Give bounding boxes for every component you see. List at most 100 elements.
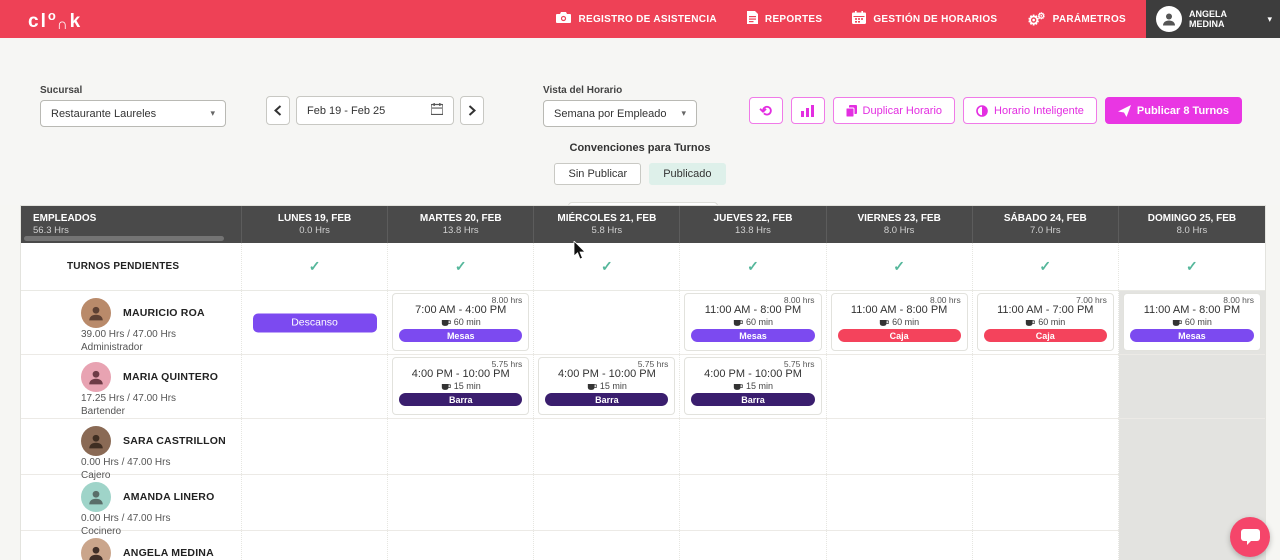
shift-cell-tue[interactable]: 8.00 hrs 7:00 AM - 4:00 PM 60 min Mesas — [388, 291, 535, 354]
shift-card[interactable]: 5.75 hrs 4:00 PM - 10:00 PM 15 min Barra — [538, 357, 676, 415]
chevron-down-icon: ▾ — [1267, 13, 1272, 24]
shift-cell-wed[interactable] — [534, 531, 681, 560]
shift-cell-thu[interactable]: 8.00 hrs 11:00 AM - 8:00 PM 60 min Mesas — [680, 291, 827, 354]
user-avatar — [1156, 6, 1182, 32]
smart-schedule-icon — [976, 104, 988, 117]
date-range-field[interactable]: Feb 19 - Feb 25 — [296, 96, 454, 125]
shift-cell-thu[interactable] — [680, 419, 827, 482]
nav-item-reportes[interactable]: REPORTES — [746, 11, 822, 27]
nav-item-parametros[interactable]: ⚙⚙ PARÁMETROS — [1027, 10, 1126, 28]
check-icon[interactable]: ✓ — [893, 258, 905, 274]
employee-row-mauricio-roa: MAURICIO ROA 39.00 Hrs / 47.00 Hrs Admin… — [21, 291, 1265, 355]
shift-cell-sat[interactable] — [973, 419, 1119, 482]
shift-cell-sun[interactable] — [1118, 419, 1265, 482]
shift-cell-mon[interactable] — [242, 531, 389, 560]
sucursal-group: Sucursal Restaurante Laureles ▾ — [40, 85, 226, 127]
shift-cell-fri[interactable] — [827, 531, 973, 560]
employee-info-cell[interactable]: AMANDA LINERO 0.00 Hrs / 47.00 Hrs Cocin… — [21, 475, 242, 538]
shift-cell-thu[interactable] — [680, 475, 827, 538]
legend-publicado[interactable]: Publicado — [649, 163, 726, 185]
shift-cell-mon[interactable] — [242, 419, 389, 482]
report-icon — [746, 11, 758, 27]
caret-down-icon: ▾ — [210, 108, 215, 118]
user-menu[interactable]: ANGELA MEDINA ▾ — [1146, 0, 1280, 38]
shift-card[interactable]: 5.75 hrs 4:00 PM - 10:00 PM 15 min Barra — [684, 357, 822, 415]
shift-card[interactable]: 5.75 hrs 4:00 PM - 10:00 PM 15 min Barra — [392, 357, 530, 415]
shift-cell-tue[interactable] — [388, 475, 535, 538]
legend-sin-publicar[interactable]: Sin Publicar — [554, 163, 642, 185]
header-jueves: JUEVES 22, FEB 13.8 Hrs — [680, 206, 827, 243]
header-sabado: SÁBADO 24, FEB 7.0 Hrs — [973, 206, 1119, 243]
employee-info-cell[interactable]: MAURICIO ROA 39.00 Hrs / 47.00 Hrs Admin… — [21, 291, 242, 354]
check-icon[interactable]: ✓ — [1186, 258, 1198, 274]
shift-cell-sat[interactable] — [973, 355, 1119, 418]
shift-card[interactable]: 8.00 hrs 11:00 AM - 8:00 PM 60 min Caja — [830, 293, 968, 351]
employee-info-cell[interactable]: SARA CASTRILLON 0.00 Hrs / 47.00 Hrs Caj… — [21, 419, 242, 482]
shift-card[interactable]: 8.00 hrs 11:00 AM - 8:00 PM 60 min Mesas — [684, 293, 822, 351]
shift-cell-fri[interactable] — [827, 419, 973, 482]
chat-launcher-button[interactable] — [1230, 517, 1270, 557]
horizontal-scrollbar[interactable] — [24, 236, 224, 241]
duplicar-horario-button[interactable]: Duplicar Horario — [832, 97, 956, 124]
shift-cell-fri[interactable]: 8.00 hrs 11:00 AM - 8:00 PM 60 min Caja — [827, 291, 973, 354]
shift-cell-tue[interactable] — [388, 419, 535, 482]
shift-cell-wed[interactable] — [534, 475, 681, 538]
check-icon[interactable]: ✓ — [454, 258, 467, 274]
employee-hours: 17.25 Hrs / 47.00 Hrs — [81, 393, 177, 404]
coffee-icon — [733, 319, 743, 326]
employee-info-cell[interactable]: MARIA QUINTERO 17.25 Hrs / 47.00 Hrs Bar… — [21, 355, 242, 418]
send-icon — [1117, 104, 1131, 117]
check-icon[interactable]: ✓ — [308, 258, 321, 274]
check-icon[interactable]: ✓ — [600, 258, 613, 274]
top-navigation-bar: clo∩k REGISTRO DE ASISTENCIA REPORTES GE… — [0, 0, 1280, 38]
shift-card[interactable]: 7.00 hrs 11:00 AM - 7:00 PM 60 min Caja — [976, 293, 1114, 351]
check-icon[interactable]: ✓ — [1039, 258, 1052, 274]
shift-cell-sat[interactable] — [973, 531, 1119, 560]
clock-logo[interactable]: clo∩k — [28, 8, 83, 33]
area-pill: Mesas — [1129, 329, 1254, 342]
horario-inteligente-button[interactable]: Horario Inteligente — [963, 97, 1097, 124]
prev-week-button[interactable] — [266, 96, 290, 125]
shift-cell-sun[interactable] — [1118, 355, 1265, 418]
pending-label: TURNOS PENDIENTES — [21, 243, 242, 290]
chart-button[interactable] — [790, 97, 825, 124]
shift-cell-tue[interactable]: 5.75 hrs 4:00 PM - 10:00 PM 15 min Barra — [388, 355, 535, 418]
shift-legend: Convenciones para Turnos Sin Publicar Pu… — [0, 142, 1280, 185]
shift-cell-tue[interactable] — [388, 531, 535, 560]
shift-cell-thu[interactable] — [680, 531, 827, 560]
sucursal-select[interactable]: Restaurante Laureles ▾ — [40, 100, 226, 127]
nav-item-gestion-horarios[interactable]: GESTIÓN DE HORARIOS — [852, 11, 997, 27]
area-pill: Barra — [691, 393, 815, 406]
shift-card[interactable]: 8.00 hrs 11:00 AM - 8:00 PM 60 min Mesas — [1122, 293, 1261, 351]
publicar-turnos-button[interactable]: Publicar 8 Turnos — [1104, 97, 1242, 124]
vista-select[interactable]: Semana por Empleado ▾ — [543, 100, 697, 127]
shift-cell-mon[interactable] — [242, 475, 389, 538]
shift-cell-sun[interactable]: 8.00 hrs 11:00 AM - 8:00 PM 60 min Mesas — [1118, 291, 1265, 354]
shift-cell-fri[interactable] — [827, 355, 973, 418]
check-icon[interactable]: ✓ — [747, 258, 759, 274]
employee-row-angela-medina: ANGELA MEDINA — [21, 531, 1265, 560]
employee-info-cell[interactable]: ANGELA MEDINA — [21, 531, 242, 560]
action-buttons: ⟲ Duplicar Horario Horario Inteligente P… — [748, 97, 1242, 124]
area-pill: Barra — [399, 393, 523, 406]
shift-cell-mon[interactable] — [242, 355, 389, 418]
shift-cell-sat[interactable] — [973, 475, 1119, 538]
shift-cell-thu[interactable]: 5.75 hrs 4:00 PM - 10:00 PM 15 min Barra — [680, 355, 827, 418]
next-week-button[interactable] — [460, 96, 484, 125]
shift-cell-mon[interactable]: Descanso — [242, 291, 389, 354]
pending-shifts-row: TURNOS PENDIENTES ✓ ✓ ✓ ✓ ✓ ✓ ✓ — [21, 243, 1265, 291]
header-viernes: VIERNES 23, FEB 8.0 Hrs — [827, 206, 973, 243]
rest-pill[interactable]: Descanso — [252, 313, 377, 332]
employee-avatar — [81, 426, 111, 456]
shift-card[interactable]: 8.00 hrs 7:00 AM - 4:00 PM 60 min Mesas — [392, 293, 530, 351]
schedule-controls: Sucursal Restaurante Laureles ▾ Feb 19 -… — [0, 38, 1280, 230]
refresh-button[interactable]: ⟲ — [748, 97, 783, 124]
shift-cell-wed[interactable]: 5.75 hrs 4:00 PM - 10:00 PM 15 min Barra — [534, 355, 681, 418]
shift-cell-wed[interactable] — [534, 291, 681, 354]
employee-avatar — [81, 482, 111, 512]
shift-cell-sat[interactable]: 7.00 hrs 11:00 AM - 7:00 PM 60 min Caja — [973, 291, 1119, 354]
shift-cell-wed[interactable] — [534, 419, 681, 482]
nav-item-registro-asistencia[interactable]: REGISTRO DE ASISTENCIA — [556, 11, 717, 27]
shift-cell-fri[interactable] — [827, 475, 973, 538]
header-domingo: DOMINGO 25, FEB 8.0 Hrs — [1147, 212, 1237, 236]
